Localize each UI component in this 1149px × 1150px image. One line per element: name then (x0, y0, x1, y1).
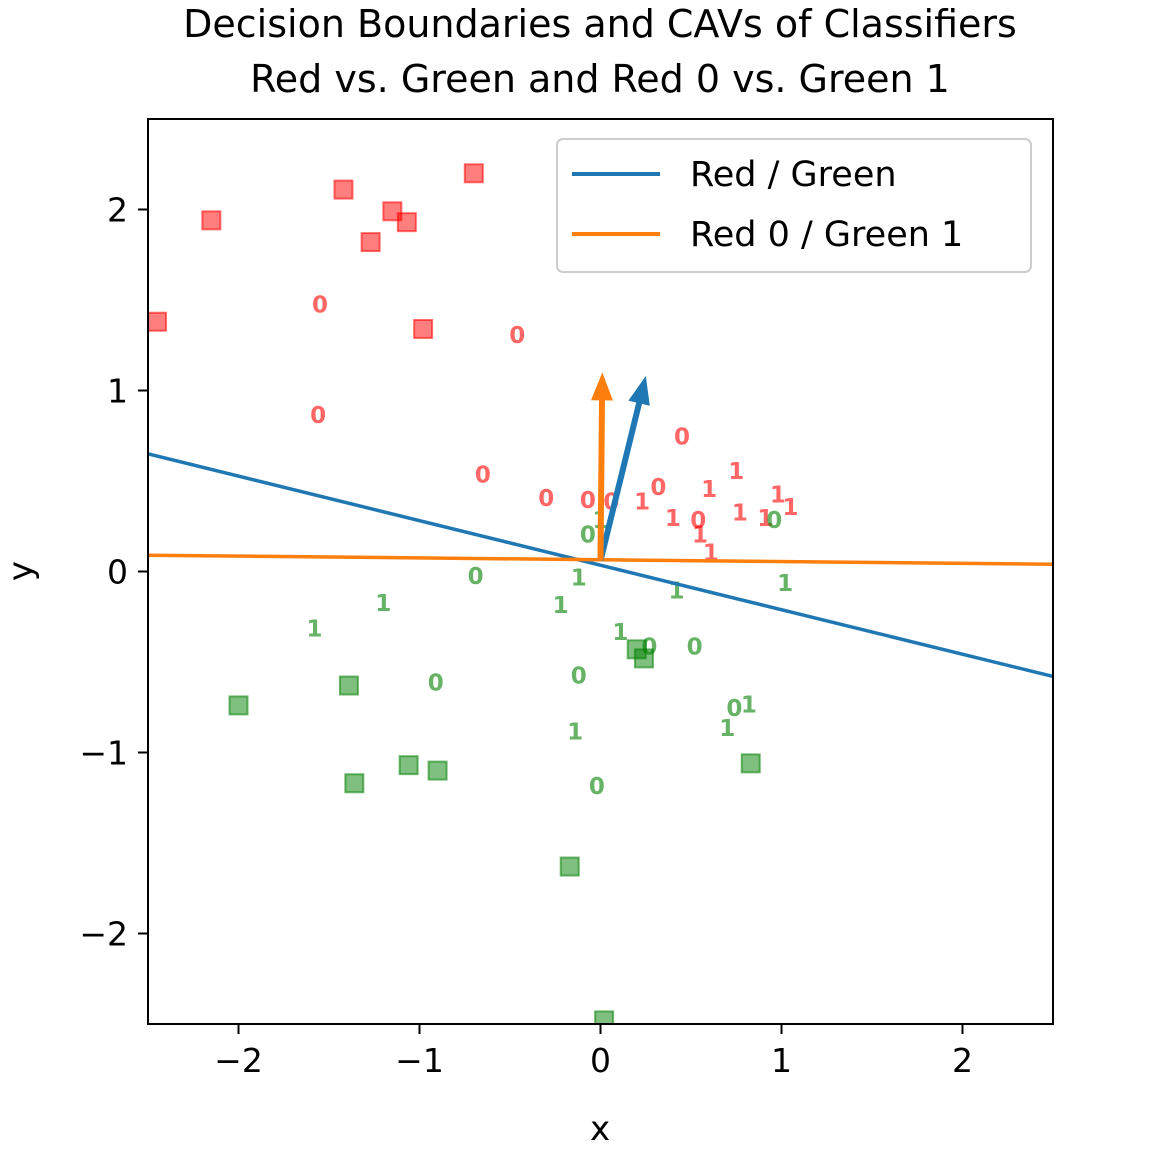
y-tick-label: 0 (107, 553, 128, 592)
green-digit-point: 0 (589, 774, 605, 800)
plot-content: 0000000100101111111101011111110000101100 (148, 163, 1053, 1024)
red-square-point (333, 179, 354, 200)
green-square-point (559, 856, 580, 877)
green-digit-point: 1 (571, 566, 587, 592)
green-digit-point: 0 (766, 508, 782, 534)
red-digit-point: 0 (674, 425, 690, 451)
red-digit-point: 1 (783, 495, 799, 521)
red-digit-point: 0 (312, 292, 328, 318)
red-digit-point: 1 (732, 501, 748, 527)
red-digit-point: 0 (509, 323, 525, 349)
green-square-point (740, 753, 761, 774)
green-square-point (633, 648, 654, 669)
boundary-line-1 (148, 452, 1053, 679)
green-square-point (344, 773, 365, 794)
x-axis-label: x (590, 1109, 610, 1149)
green-digit-point: 1 (777, 571, 793, 597)
x-tick-label: 2 (952, 1041, 973, 1080)
green-digit-point: 0 (687, 635, 703, 661)
red-digit-point: 1 (728, 459, 744, 485)
legend-box (556, 138, 1032, 273)
red-digit-point: 0 (538, 486, 554, 512)
y-tick-label: 1 (107, 372, 128, 411)
green-digit-point: 1 (375, 591, 391, 617)
red-digit-point: 1 (701, 477, 717, 503)
chart-title-line-2: Red vs. Green and Red 0 vs. Green 1 (250, 57, 950, 101)
y-tick-label: 2 (107, 191, 128, 230)
red-digit-point: 1 (692, 522, 708, 548)
legend-label-2: Red 0 / Green 1 (690, 215, 963, 255)
green-square-point (338, 675, 359, 696)
red-square-point (201, 210, 222, 231)
y-tick-label: −2 (79, 915, 128, 954)
red-digit-point: 1 (770, 482, 786, 508)
x-tick-label: 0 (590, 1041, 611, 1080)
green-digit-point: 1 (307, 616, 323, 642)
green-digit-point: 1 (719, 716, 735, 742)
green-square-point (398, 755, 419, 776)
red-digit-point: 1 (757, 506, 773, 532)
red-digit-point: 0 (580, 488, 596, 514)
red-digit-point: 0 (690, 508, 706, 534)
green-digit-point: 0 (641, 635, 657, 661)
legend: Red / Green Red 0 / Green 1 (556, 138, 1032, 273)
red-square-point (148, 311, 168, 332)
green-digit-point: 0 (571, 663, 587, 689)
green-digit-point: 1 (553, 593, 569, 619)
chart-title-line-1: Decision Boundaries and CAVs of Classifi… (183, 2, 1017, 46)
red-square-point (463, 163, 484, 184)
green-digit-point: 0 (580, 522, 596, 548)
legend-label-1: Red / Green (690, 155, 897, 195)
red-digit-point: 0 (650, 475, 666, 501)
green-digit-point: 0 (468, 564, 484, 590)
green-square-point (594, 1010, 615, 1024)
plot-area: 0000000100101111111101011111110000101100… (79, 118, 1054, 1080)
cav-arrow-1 (597, 376, 650, 562)
red-square-point (413, 318, 434, 339)
green-digit-point: 1 (567, 720, 583, 746)
red-square-point (396, 212, 417, 233)
red-digit-point: 0 (475, 463, 491, 489)
cav-arrow-2 (591, 372, 613, 561)
green-square-point (228, 695, 249, 716)
green-digit-point: 0 (726, 696, 742, 722)
green-square-point (427, 760, 448, 781)
red-digit-point: 0 (310, 403, 326, 429)
x-tick-label: −1 (395, 1041, 444, 1080)
red-digit-point: 1 (665, 506, 681, 532)
green-digit-point: 1 (612, 620, 628, 646)
green-digit-point: 1 (741, 692, 757, 718)
x-tick-label: −2 (214, 1041, 263, 1080)
red-digit-point: 1 (634, 490, 650, 516)
y-tick-label: −1 (79, 734, 128, 773)
green-digit-point: 0 (428, 671, 444, 697)
x-tick-label: 1 (771, 1041, 792, 1080)
y-axis-label: y (1, 561, 41, 581)
red-square-point (360, 232, 381, 253)
